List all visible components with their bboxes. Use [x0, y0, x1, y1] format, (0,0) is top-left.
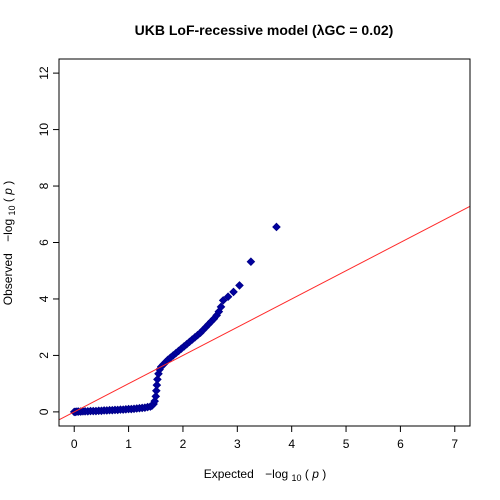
reference-line	[59, 205, 470, 421]
x-axis-label-subscript: 10	[292, 473, 302, 483]
y-tick-label: 4	[37, 295, 51, 302]
x-axis-label-variable: p	[311, 467, 319, 481]
y-tick-label: 10	[37, 123, 51, 137]
y-axis-label-minus-log: −log	[1, 219, 15, 242]
y-axis-label-subscript: 10	[7, 205, 17, 215]
y-axis-label-close-paren: )	[1, 181, 15, 185]
data-points	[69, 222, 281, 417]
chart-title: UKB LoF-recessive model (λGC = 0.02)	[135, 22, 394, 38]
x-tick-label: 0	[71, 437, 78, 451]
x-axis-label-minus-log: −log	[265, 467, 288, 481]
y-tick-label: 2	[37, 352, 51, 359]
x-tick-label: 1	[125, 437, 132, 451]
y-tick-label: 6	[37, 239, 51, 246]
x-axis-label-prefix: Expected	[204, 467, 254, 481]
data-point	[151, 392, 161, 401]
x-tick-label: 3	[234, 437, 241, 451]
data-point	[152, 386, 161, 396]
y-tick-label: 12	[37, 66, 51, 80]
x-axis-label-close-paren: )	[322, 467, 326, 481]
y-axis: 0 2 4 6 8 10 12	[37, 66, 59, 415]
x-tick-label: 2	[180, 437, 187, 451]
x-axis: 0 1 2 3 4 5 6 7	[71, 426, 458, 451]
x-tick-label: 6	[397, 437, 404, 451]
data-point	[229, 287, 238, 297]
y-axis-label-open-paren: (	[1, 198, 15, 202]
plot-frame	[58, 58, 471, 427]
plot-area	[59, 205, 470, 421]
data-point	[223, 292, 233, 302]
y-axis-label-prefix: Observed	[1, 253, 15, 305]
data-point	[272, 222, 281, 232]
data-point	[246, 257, 256, 267]
y-axis-label-variable: p	[1, 188, 15, 196]
x-tick-label: 4	[288, 437, 295, 451]
x-axis-label: Expected −log 10 ( p )	[204, 467, 327, 484]
data-point	[216, 302, 226, 312]
data-point	[153, 375, 162, 384]
y-tick-label: 8	[37, 182, 51, 189]
data-point	[235, 281, 244, 290]
data-point	[218, 296, 228, 305]
data-point	[152, 380, 162, 390]
y-axis-label: Observed −log 10 ( p )	[1, 181, 18, 305]
x-tick-label: 7	[451, 437, 458, 451]
x-axis-label-open-paren: (	[305, 467, 309, 481]
x-tick-label: 5	[343, 437, 350, 451]
y-tick-label: 0	[37, 408, 51, 415]
